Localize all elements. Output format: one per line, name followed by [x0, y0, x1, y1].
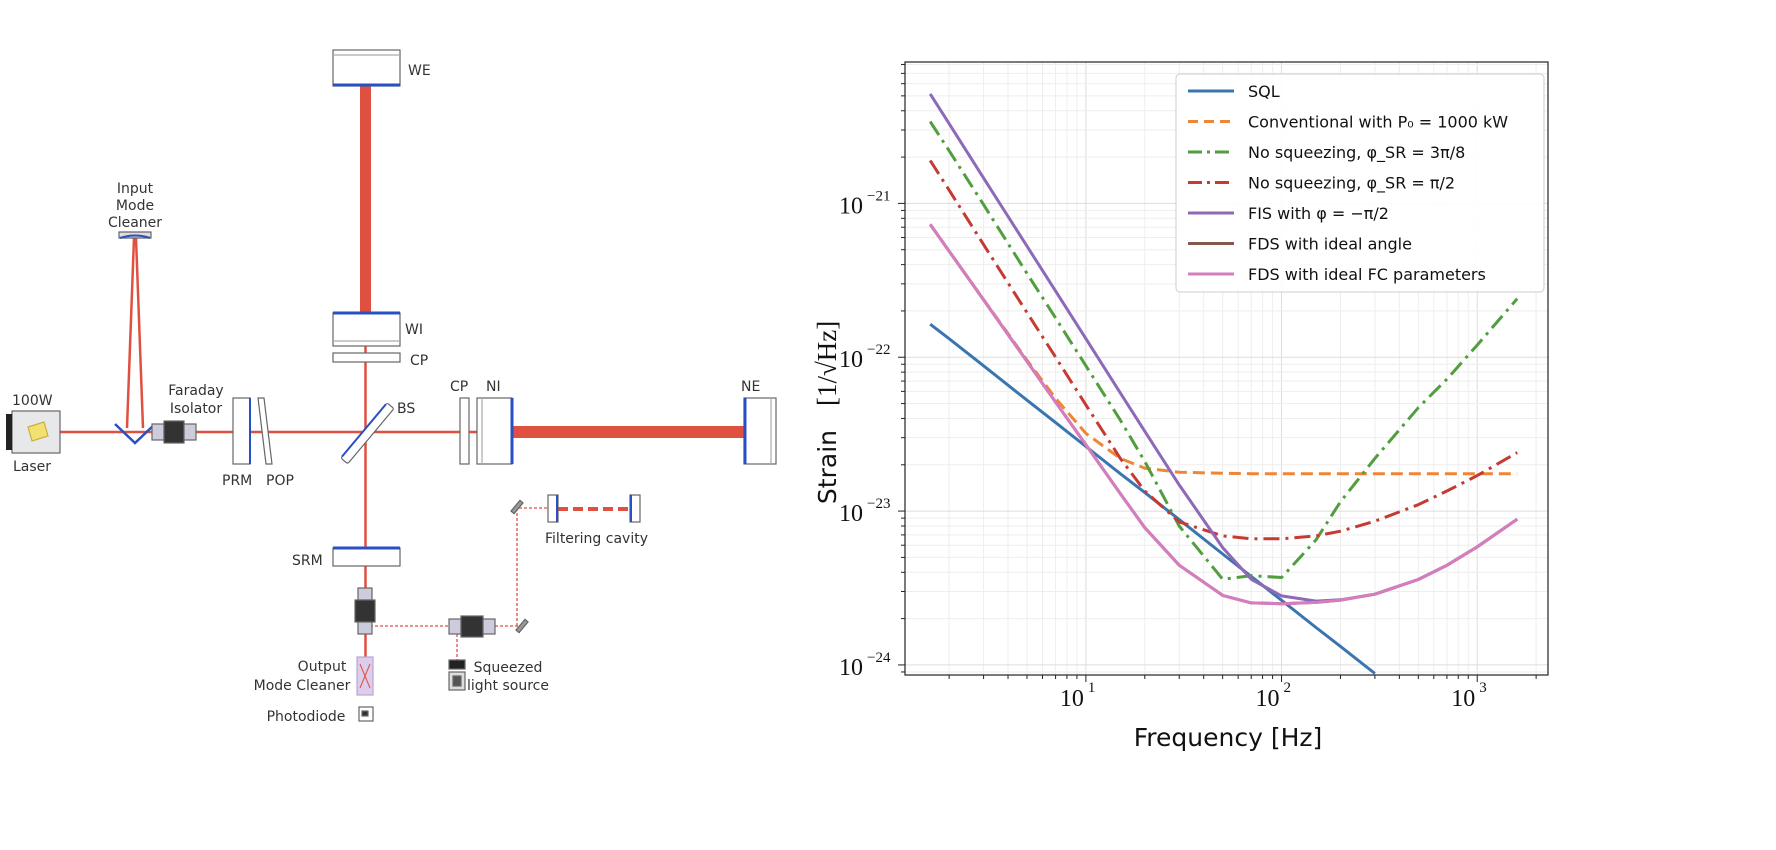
label-laser-power: 100W [12, 393, 53, 409]
label-cp-west: CP [410, 353, 428, 369]
faraday-isolator-icon [151, 420, 197, 444]
output-faraday-icon [354, 587, 376, 635]
series-line-2 [928, 120, 1519, 581]
label-imc-1: Input [117, 181, 154, 197]
y-axis-title: Strain [813, 430, 842, 504]
label-ni: NI [486, 379, 501, 395]
pop-plate [257, 397, 273, 465]
x-tick-label: 10 [1451, 686, 1475, 712]
x-tick-label: 10 [1060, 686, 1084, 712]
we-mirror [332, 49, 401, 87]
x-axis-title: Frequency [Hz] [1134, 723, 1323, 752]
optics [6, 49, 777, 722]
legend-label-3: No squeezing, φ_SR = π/2 [1248, 174, 1455, 194]
y-tick-exponent: −22 [867, 342, 890, 358]
legend-label-4: FIS with φ = −π/2 [1248, 204, 1389, 223]
squeezer-faraday-icon [448, 615, 496, 638]
imc-top-mirror-coating [119, 234, 151, 239]
ni-mirror [476, 397, 513, 465]
legend-label-5: FDS with ideal angle [1248, 235, 1412, 254]
label-photodiode: Photodiode [267, 709, 346, 725]
label-laser: Laser [13, 459, 51, 475]
x-tick-label: 10 [1256, 686, 1280, 712]
y-axis-label: Strain [1/√Hz] [812, 321, 842, 504]
label-filtering-cavity: Filtering cavity [545, 531, 648, 547]
legend: SQL Conventional with P₀ = 1000 kW No sque… [1175, 73, 1545, 293]
label-faraday-1: Faraday [168, 383, 223, 399]
beam-splitter-coating [341, 403, 387, 458]
label-wi: WI [405, 322, 423, 338]
y-tick-exponent: −24 [867, 650, 891, 666]
label-imc-2: Mode [116, 198, 154, 214]
y-tick-exponent: −21 [867, 188, 890, 204]
squeezed-light-source-icon [448, 659, 466, 691]
label-prm: PRM [222, 473, 252, 489]
x-tick-exponent: 1 [1088, 680, 1096, 696]
y-tick-exponent: −23 [867, 496, 890, 512]
x-tick-exponent: 2 [1284, 680, 1292, 696]
imc-beam-right [134, 237, 145, 429]
label-we: WE [408, 63, 431, 79]
omc-beam-cross [359, 663, 371, 689]
label-faraday-2: Isolator [170, 401, 223, 417]
north-arm-beam [512, 426, 744, 438]
y-tick-label: 10 [839, 347, 863, 373]
interferometer-diagram: WE WI CP CP NI NE BS 100W Laser Input Mo… [6, 49, 777, 725]
label-ne: NE [741, 379, 760, 395]
series-line-3 [928, 159, 1518, 541]
label-squeezer-2: light source [467, 678, 549, 694]
legend-box [1175, 73, 1545, 293]
label-cp-north: CP [450, 379, 468, 395]
y-tick-label: 10 [839, 655, 863, 681]
label-squeezer-1: Squeezed [474, 660, 543, 676]
label-pop: POP [266, 473, 294, 489]
label-bs: BS [397, 401, 415, 417]
laser-heatsink [6, 414, 12, 450]
imc-beam-left [125, 237, 136, 429]
diagram-labels: WE WI CP CP NI NE BS 100W Laser Input Mo… [12, 63, 760, 725]
x-tick-exponent: 3 [1479, 680, 1487, 696]
legend-label-6: FDS with ideal FC parameters [1248, 265, 1486, 284]
label-srm: SRM [292, 553, 323, 569]
legend-label-0: SQL [1248, 82, 1280, 101]
steering-mirror-bottom [515, 618, 529, 634]
plot-frame [904, 61, 1549, 676]
laser-crystal-icon [27, 421, 49, 442]
cp-west [332, 352, 401, 363]
cp-north [459, 397, 470, 465]
y-tick-label: 10 [839, 193, 863, 219]
y-tick-label: 10 [839, 501, 863, 527]
west-arm-beam [360, 85, 371, 313]
label-omc-2: Mode Cleaner [254, 678, 351, 694]
label-omc-1: Output [298, 659, 347, 675]
steering-mirror-top [510, 499, 524, 515]
label-imc-3: Cleaner [108, 215, 162, 231]
beams [60, 85, 744, 660]
curves [928, 93, 1519, 675]
legend-label-2: No squeezing, φ_SR = 3π/8 [1248, 143, 1465, 163]
legend-label-1: Conventional with P₀ = 1000 kW [1248, 113, 1508, 132]
series-line-6 [928, 223, 1519, 606]
imc-v-mirror [114, 423, 156, 445]
y-axis-unit: [1/√Hz] [812, 321, 842, 406]
